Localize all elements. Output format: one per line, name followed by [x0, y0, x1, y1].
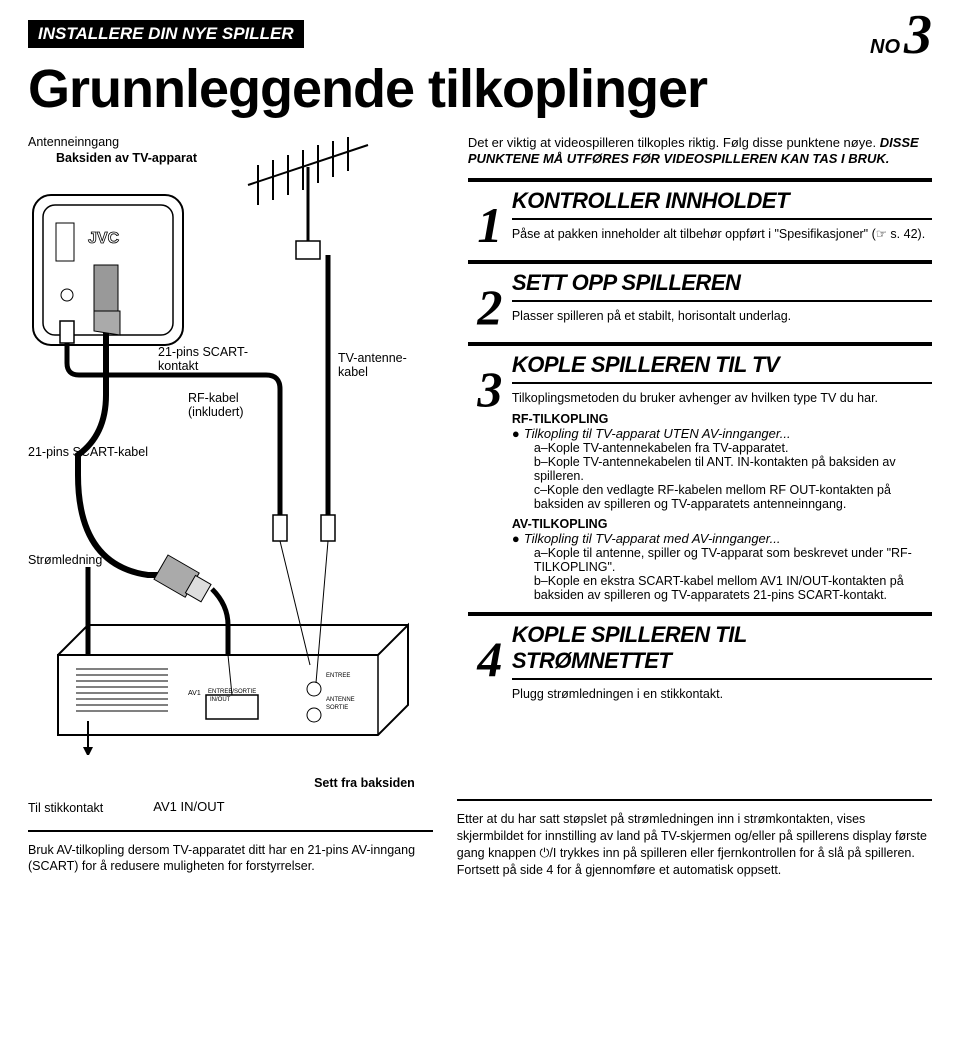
rf-bullet: Tilkopling til TV-apparat UTEN AV-inngan… — [524, 426, 791, 441]
step-4: 4 KOPLE SPILLEREN TIL STRØMNETTET Plugg … — [468, 612, 932, 702]
section-header: INSTALLERE DIN NYE SPILLER — [28, 20, 304, 48]
step-num-2: 2 — [468, 264, 512, 332]
svg-text:IN/OUT: IN/OUT — [210, 697, 231, 703]
av-b: b–Kople en ekstra SCART-kabel mellom AV1… — [512, 574, 932, 602]
svg-text:AV1: AV1 — [188, 690, 201, 697]
rf-b: b–Kople TV-antennekabelen til ANT. IN-ko… — [512, 455, 932, 483]
step-3-lead: Tilkoplingsmetoden du bruker avhenger av… — [512, 390, 932, 406]
label-scart21: 21-pins SCART-kontakt — [158, 345, 268, 373]
bottom-right: Etter at du har satt støpslet på strømle… — [457, 775, 932, 879]
rf-heading: RF-TILKOPLING — [512, 412, 932, 426]
step-1: 1 KONTROLLER INNHOLDET Påse at pakken in… — [468, 178, 932, 250]
step-3: 3 KOPLE SPILLEREN TIL TV Tilkoplingsmeto… — [468, 342, 932, 602]
label-power-cord: Strømledning — [28, 553, 102, 567]
rf-a: a–Kople TV-antennekabelen fra TV-apparat… — [512, 441, 932, 455]
step-3-title: KOPLE SPILLEREN TIL TV — [512, 352, 932, 378]
step-1-title: KONTROLLER INNHOLDET — [512, 188, 932, 214]
rear-view-label: Sett fra baksiden — [28, 775, 433, 791]
bottom-left-text: Bruk AV-tilkopling dersom TV-apparatet d… — [28, 842, 433, 875]
step-2-title: SETT OPP SPILLEREN — [512, 270, 932, 296]
step-4-title-l1: KOPLE SPILLEREN TIL — [512, 622, 932, 648]
step-1-text: Påse at pakken inneholder alt tilbehør o… — [512, 226, 932, 242]
label-scart-cable: 21-pins SCART-kabel — [28, 445, 148, 459]
av1-label: AV1 IN/OUT — [153, 799, 224, 816]
to-outlet-label: Til stikkontakt — [28, 800, 103, 816]
page-num-digit: 3 — [904, 10, 932, 60]
diagram-column: Antenneinngang Baksiden av TV-apparat 21… — [28, 135, 444, 755]
svg-text:SORTIE: SORTIE — [326, 705, 348, 711]
av-a: a–Kople til antenne, spiller og TV-appar… — [512, 546, 932, 574]
intro-text: Det er viktig at videospilleren tilkople… — [468, 135, 932, 168]
step-2: 2 SETT OPP SPILLEREN Plasser spilleren p… — [468, 260, 932, 332]
label-antenna-in: Antenneinngang — [28, 135, 119, 149]
page-title: Grunnleggende tilkoplinger — [28, 62, 932, 117]
av-bullet: Tilkopling til TV-apparat med AV-inngang… — [524, 531, 781, 546]
step-2-text: Plasser spilleren på et stabilt, horison… — [512, 308, 932, 324]
label-tv-ant: TV-antenne-kabel — [338, 351, 418, 379]
step-num-4: 4 — [468, 616, 512, 702]
svg-text:ANTENNE: ANTENNE — [326, 697, 355, 703]
step-num-3: 3 — [468, 346, 512, 602]
label-tv-back: Baksiden av TV-apparat — [56, 151, 197, 165]
instructions-column: Det er viktig at videospilleren tilkople… — [468, 135, 932, 755]
page-number: NO 3 — [870, 10, 932, 60]
step-4-text: Plugg strømledningen i en stikkontakt. — [512, 686, 932, 702]
rf-c: c–Kople den vedlagte RF-kabelen mellom R… — [512, 483, 932, 511]
step-4-title-l2: STRØMNETTET — [512, 648, 932, 674]
svg-text:JVC: JVC — [88, 230, 120, 247]
svg-text:ENTREE: ENTREE — [326, 673, 350, 679]
step-num-1: 1 — [468, 182, 512, 250]
bottom-section: Sett fra baksiden Til stikkontakt AV1 IN… — [28, 775, 932, 879]
page-lang: NO — [870, 36, 900, 59]
bottom-right-text: Etter at du har satt støpslet på strømle… — [457, 811, 932, 879]
label-rf-cable: RF-kabel (inkludert) — [188, 391, 268, 419]
av-heading: AV-TILKOPLING — [512, 517, 932, 531]
intro-line1: Det er viktig at videospilleren tilkople… — [468, 135, 876, 150]
bottom-left: Sett fra baksiden Til stikkontakt AV1 IN… — [28, 775, 433, 879]
